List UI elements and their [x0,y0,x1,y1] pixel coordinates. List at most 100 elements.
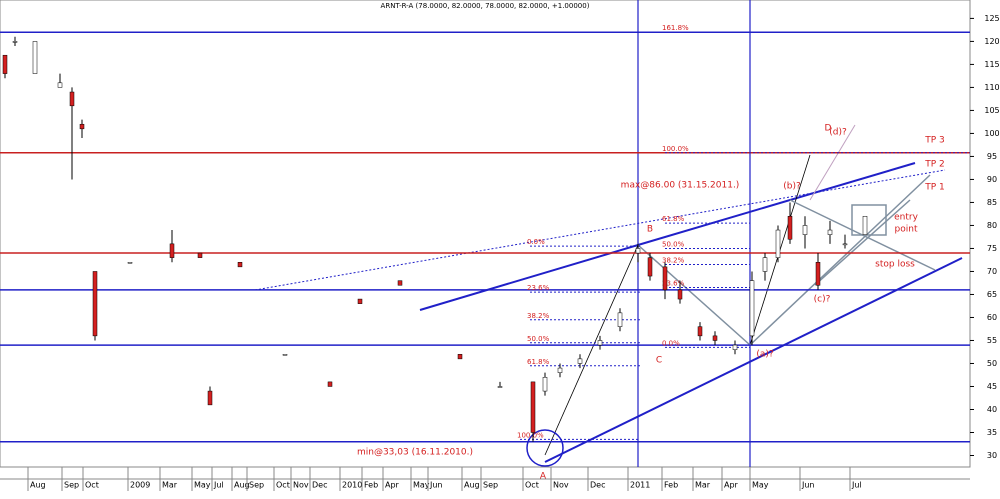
y-tick-label: 90 [987,175,997,184]
y-tick-label: 65 [987,290,997,299]
candle-body [127,262,133,264]
candle-body [169,243,175,258]
candle-body [842,243,848,246]
x-tick-label: Apr [724,481,739,490]
x-tick-label: Jun [429,481,443,490]
candle-body [677,289,683,300]
candle-body [802,225,808,235]
plot-area [0,0,971,468]
chart-title: ARNT-R-A (78.0000, 82.0000, 78.0000, 82.… [381,2,590,10]
annotation: TP 3 [924,136,945,146]
x-tick-label: Sep [64,481,79,490]
annotation: TP 1 [924,183,945,193]
candle-body [827,229,833,235]
candle-body [787,215,793,240]
y-tick-label: 50 [987,359,997,368]
x-tick-label: Jul [851,481,862,490]
fib-label: 38.2% [662,257,685,265]
y-tick-label: 95 [987,152,997,161]
annotation: stop loss [875,260,915,270]
candle-body [775,229,781,258]
candle-body [749,280,755,337]
fib-label: 100.0% [662,145,689,153]
y-tick-label: 45 [987,382,997,391]
y-tick-label: 35 [987,428,997,437]
y-tick-label: 75 [987,244,997,253]
candle-body [207,390,213,406]
candle-body [197,252,203,258]
candle-body [862,215,868,235]
candle-body [542,377,548,392]
fib-label: 23.6% [662,280,685,288]
x-tick-label: 2010 [342,481,362,490]
annotation: point [895,225,918,235]
candle-body [762,257,768,272]
candle-body [397,280,403,286]
candle-body [557,367,563,373]
fib-label: 100.0% [517,431,544,439]
annotation: B [647,225,653,235]
y-tick-label: 120 [984,37,999,46]
candle-body [327,381,333,387]
candle-body [457,354,463,360]
x-tick-label: May [194,481,211,490]
x-tick-label: Jul [213,481,224,490]
fib-label: 23.6% [527,284,550,292]
x-tick-label: Mar [162,481,178,490]
candle-body [32,41,38,74]
candle-body [577,358,583,364]
y-tick-label: 70 [987,267,997,276]
annotation: (a)? [756,350,774,360]
y-tick-label: 110 [984,83,999,92]
candle-body [597,340,603,346]
candle-body [282,354,288,356]
candle-body [79,123,85,130]
y-tick-label: 40 [987,405,997,414]
x-tick-label: Oct [276,481,290,490]
y-tick-label: 125 [984,14,999,23]
annotation: (d)? [829,128,847,138]
x-tick-label: Jun [801,481,815,490]
candle-body [635,248,641,254]
y-tick-label: 85 [987,198,997,207]
fib-label: 161.8% [662,24,689,32]
x-tick-label: Oct [525,481,539,490]
x-tick-label: Feb [664,481,678,490]
x-tick-label: Aug [234,481,250,490]
candle-body [662,266,668,291]
fib-label: 38.2% [527,312,550,320]
y-tick-label: 80 [987,221,997,230]
x-tick-label: Apr [385,481,400,490]
x-tick-label: Feb [364,481,378,490]
x-tick-label: Nov [293,481,309,490]
x-tick-label: 2009 [130,481,150,490]
fib-label: 0.0% [662,339,680,347]
fib-label: 50.0% [527,335,550,343]
x-tick-label: Aug [464,481,480,490]
candle-body [697,326,703,337]
annotation: D [825,124,832,134]
candle-body [647,257,653,277]
x-tick-label: Sep [249,481,264,490]
annotation: max@86.00 (31.15.2011.) [621,181,740,191]
annotation: min@33,03 (16.11.2010.) [357,448,473,458]
y-tick-label: 55 [987,336,997,345]
x-tick-label: 2011 [630,481,650,490]
x-tick-label: May [752,481,769,490]
x-tick-label: Dec [312,481,327,490]
candle-body [12,41,18,43]
fib-label: 50.0% [662,240,685,248]
candle-body [357,298,363,304]
candle-body [57,82,63,88]
annotation: (c)? [814,295,831,305]
x-tick-label: Mar [695,481,711,490]
annotation: entry [894,213,918,223]
x-tick-label: Oct [85,481,99,490]
candle-body [530,381,536,433]
x-tick-label: Aug [30,481,46,490]
candle-body [2,54,8,74]
candle-body [712,335,718,341]
y-tick-label: 30 [987,451,997,460]
annotation: C [656,356,662,366]
